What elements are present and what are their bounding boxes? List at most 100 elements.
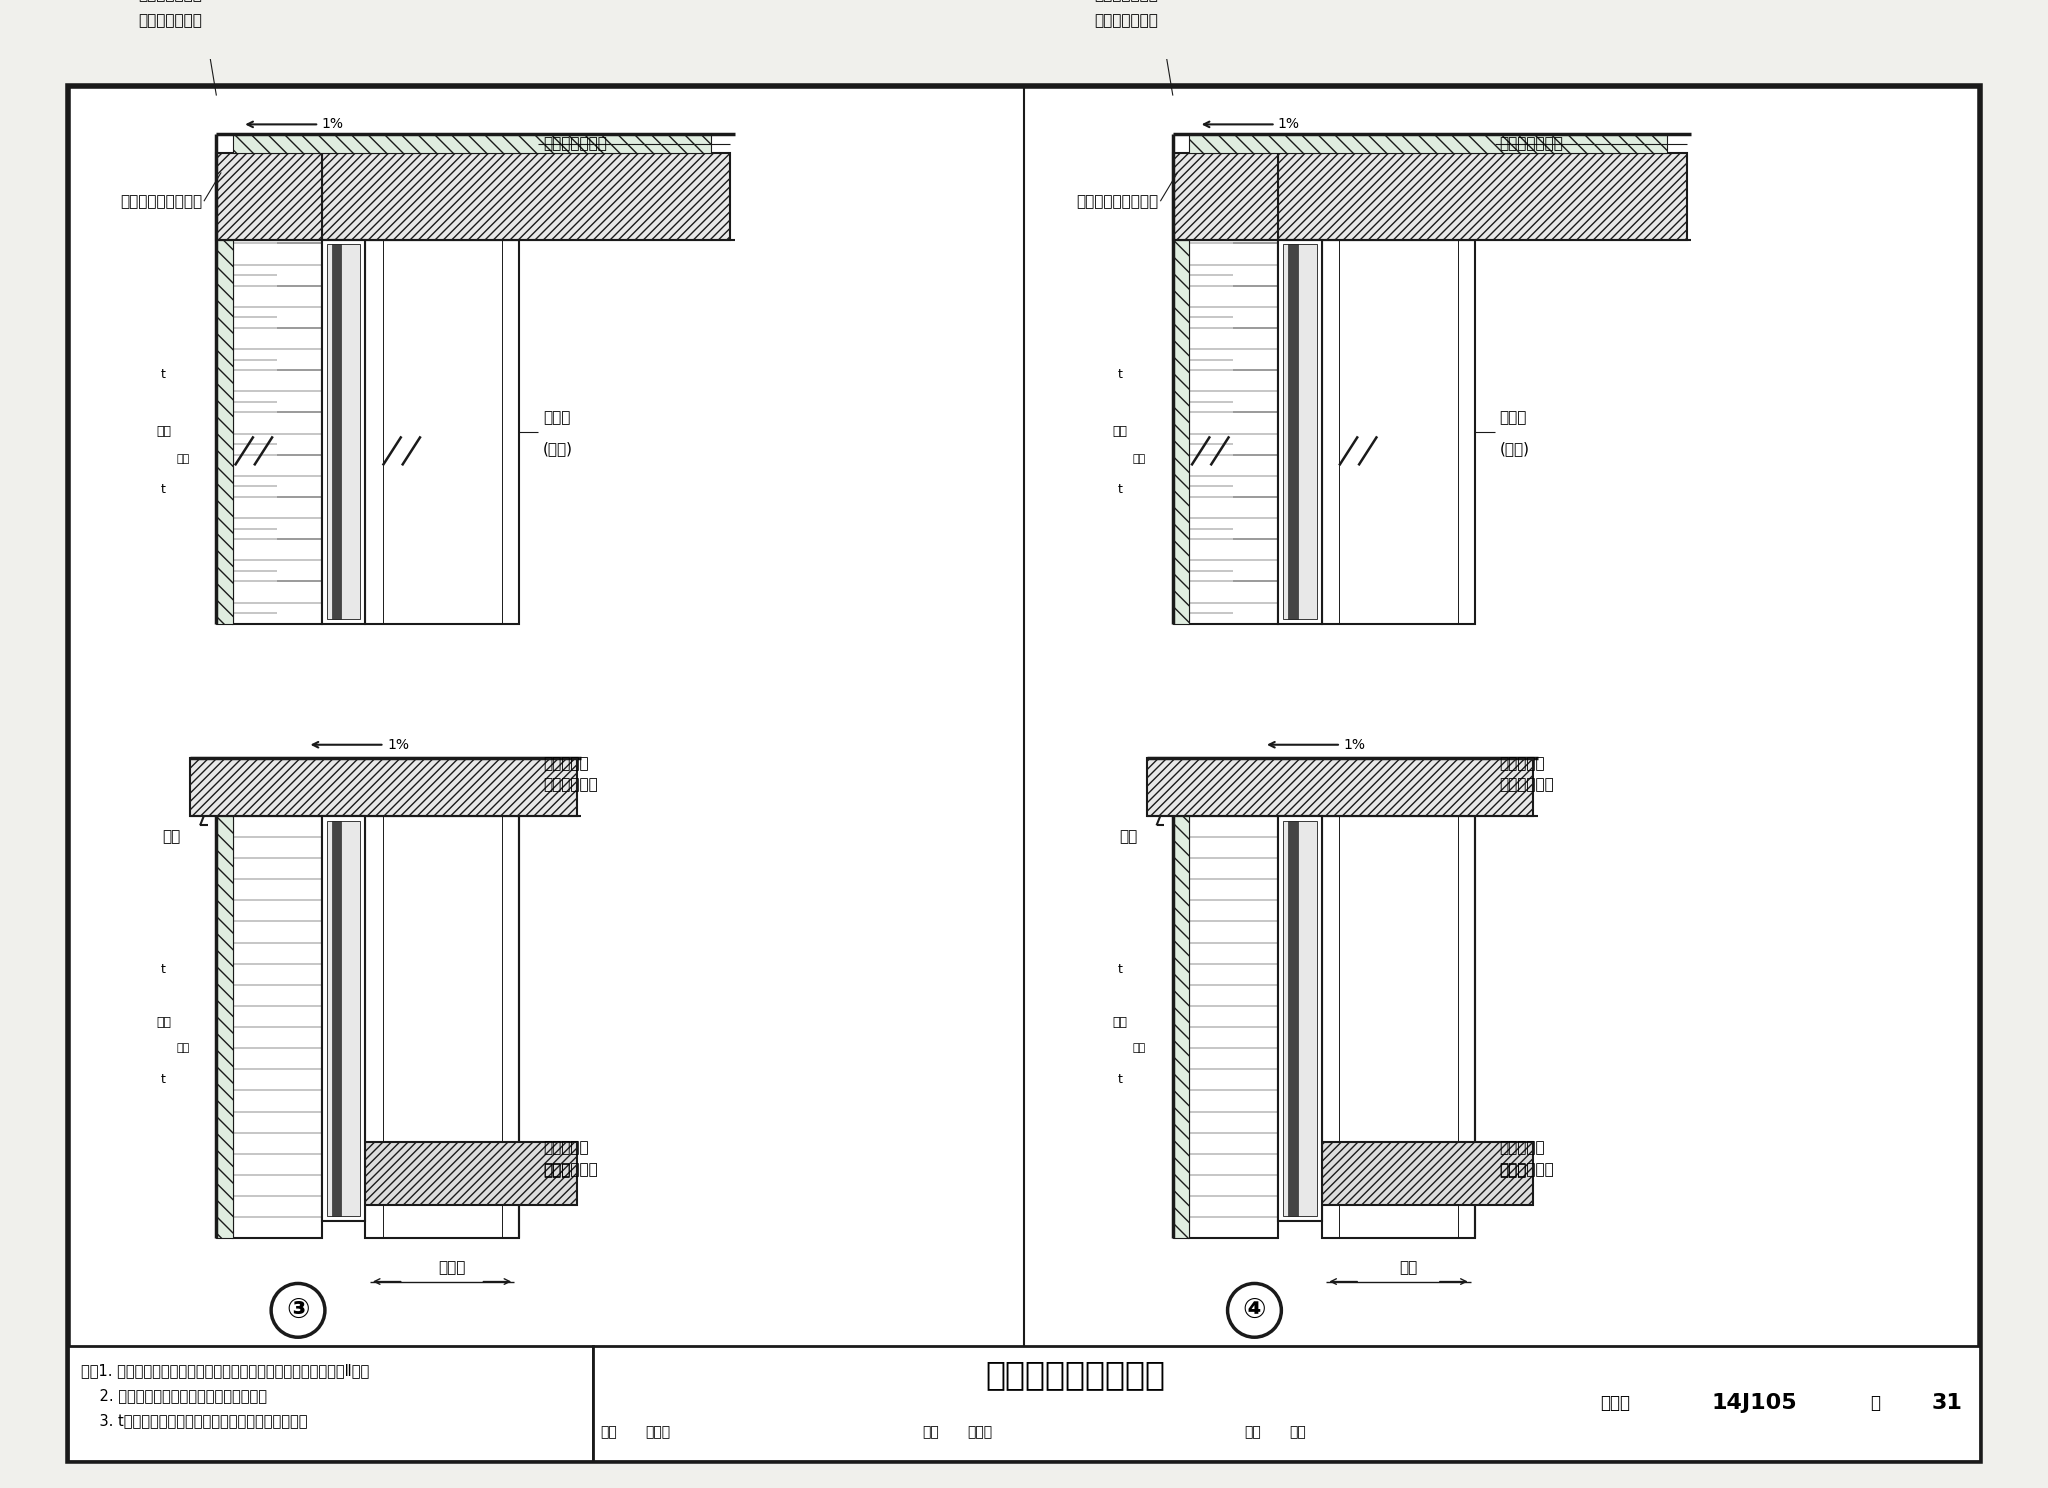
Bar [233, 815, 322, 1238]
Bar [1321, 240, 1475, 623]
Text: t: t [162, 1073, 166, 1086]
Text: 校对: 校对 [922, 1426, 938, 1439]
Text: 现浇钢筋混: 现浇钢筋混 [1499, 1141, 1544, 1156]
Text: 孙燕心: 孙燕心 [967, 1426, 993, 1439]
Text: 半墙厚: 半墙厚 [438, 1260, 465, 1275]
Text: 墙厚: 墙厚 [1399, 1260, 1417, 1275]
Text: 石材窗台板: 石材窗台板 [543, 756, 588, 771]
Text: 保温: 保温 [1133, 1043, 1147, 1054]
Bar [332, 244, 342, 619]
Text: 14J105: 14J105 [1712, 1393, 1798, 1414]
Text: 3. t为保温层厚度，可参考本图集热工性能表选用。: 3. t为保温层厚度，可参考本图集热工性能表选用。 [82, 1414, 307, 1428]
Text: 水层按工程设计: 水层按工程设计 [137, 13, 203, 28]
Text: ③: ③ [287, 1296, 309, 1324]
Text: 保温: 保温 [1133, 454, 1147, 464]
Text: t: t [1118, 963, 1122, 976]
Bar [1278, 815, 1321, 1222]
Bar [217, 153, 322, 240]
Text: 框架柱: 框架柱 [1499, 409, 1526, 424]
Text: 楼面按工程设计: 楼面按工程设计 [543, 135, 606, 152]
Text: 石材窗台板: 石材窗台板 [1499, 756, 1544, 771]
Bar [365, 1143, 575, 1205]
Bar [365, 815, 518, 1238]
Text: 保温: 保温 [176, 1043, 188, 1054]
Bar [68, 1345, 592, 1461]
Text: 内饰面: 内饰面 [1499, 1164, 1526, 1178]
Text: 凝土窗台条板: 凝土窗台条板 [543, 1162, 598, 1177]
Text: 燕艳: 燕艳 [1288, 1426, 1307, 1439]
Bar [233, 134, 711, 153]
Bar [328, 244, 360, 619]
Text: 外饰面及外墙防: 外饰面及外墙防 [137, 0, 203, 3]
Text: 1%: 1% [1278, 118, 1300, 131]
Text: 框架柱: 框架柱 [543, 409, 569, 424]
Text: t: t [1118, 368, 1122, 381]
Text: 板厚: 板厚 [156, 426, 172, 437]
Bar [592, 1345, 1980, 1461]
Text: (全包): (全包) [1499, 442, 1530, 457]
Bar [365, 240, 518, 623]
Bar [1278, 153, 1688, 240]
Text: 滴水: 滴水 [162, 829, 180, 844]
Bar [1174, 815, 1190, 1238]
Text: 水层按工程设计: 水层按工程设计 [1094, 13, 1159, 28]
Bar [1190, 240, 1278, 623]
Text: 审核: 审核 [600, 1426, 616, 1439]
Bar [217, 240, 233, 623]
Text: 1%: 1% [387, 738, 410, 751]
Circle shape [1227, 1284, 1282, 1338]
Text: 1%: 1% [322, 118, 344, 131]
Text: 板厚: 板厚 [156, 1016, 172, 1028]
Text: 注：1. 夏热冬冷地区、夏热冬暖地区，推荐采用页岩空心砖、砌块Ⅱ型。: 注：1. 夏热冬冷地区、夏热冬暖地区，推荐采用页岩空心砖、砌块Ⅱ型。 [82, 1363, 369, 1378]
Text: 外饰面及外墙防: 外饰面及外墙防 [1094, 0, 1159, 3]
Circle shape [270, 1284, 326, 1338]
Bar [217, 815, 233, 1238]
Text: 或按工程设计: 或按工程设计 [1499, 778, 1554, 793]
Bar [1288, 244, 1298, 619]
Text: ④: ④ [1243, 1296, 1266, 1324]
Text: t: t [1118, 482, 1122, 496]
Text: 楼面按工程设计: 楼面按工程设计 [1499, 135, 1563, 152]
Bar [1284, 820, 1317, 1216]
Bar [1321, 815, 1475, 1238]
Text: 板厚: 板厚 [1112, 426, 1128, 437]
Text: t: t [1118, 1073, 1122, 1086]
Bar [322, 815, 365, 1222]
Text: t: t [162, 482, 166, 496]
Bar [1190, 815, 1278, 1238]
Text: 1%: 1% [1343, 738, 1366, 751]
Bar [328, 820, 360, 1216]
Text: 现浇钢筋混: 现浇钢筋混 [543, 1141, 588, 1156]
Bar [1174, 153, 1278, 240]
Bar [1174, 240, 1190, 623]
Text: 陈国亮: 陈国亮 [645, 1426, 672, 1439]
Bar [1190, 134, 1667, 153]
Text: t: t [162, 368, 166, 381]
Text: 保温: 保温 [176, 454, 188, 464]
Text: 2. 外窗台排水坡顶应低于窗框的泄水孔。: 2. 外窗台排水坡顶应低于窗框的泄水孔。 [82, 1388, 266, 1403]
Bar [1147, 759, 1534, 815]
Text: 设计: 设计 [1243, 1426, 1262, 1439]
Bar [1321, 1143, 1534, 1205]
Text: 图集号: 图集号 [1602, 1394, 1630, 1412]
Text: 自保温墙体凸窗构造: 自保温墙体凸窗构造 [985, 1359, 1165, 1391]
Bar [190, 759, 575, 815]
Text: 无机保温砂浆保温层: 无机保温砂浆保温层 [121, 193, 203, 208]
Bar [1278, 240, 1321, 623]
Bar [233, 240, 322, 623]
Text: 滴水: 滴水 [1118, 829, 1137, 844]
Text: 内饰面: 内饰面 [543, 1164, 569, 1178]
Bar [322, 240, 365, 623]
Text: 无机保温砂浆保温层: 无机保温砂浆保温层 [1077, 193, 1159, 208]
Text: 页: 页 [1870, 1394, 1880, 1412]
Text: 31: 31 [1931, 1393, 1962, 1414]
Text: t: t [162, 963, 166, 976]
Bar [1284, 244, 1317, 619]
Text: 或按工程设计: 或按工程设计 [543, 778, 598, 793]
Bar [322, 153, 731, 240]
Text: (半包): (半包) [543, 442, 573, 457]
Text: 凝土窗台条板: 凝土窗台条板 [1499, 1162, 1554, 1177]
Bar [332, 820, 342, 1216]
Text: 板厚: 板厚 [1112, 1016, 1128, 1028]
Bar [1288, 820, 1298, 1216]
